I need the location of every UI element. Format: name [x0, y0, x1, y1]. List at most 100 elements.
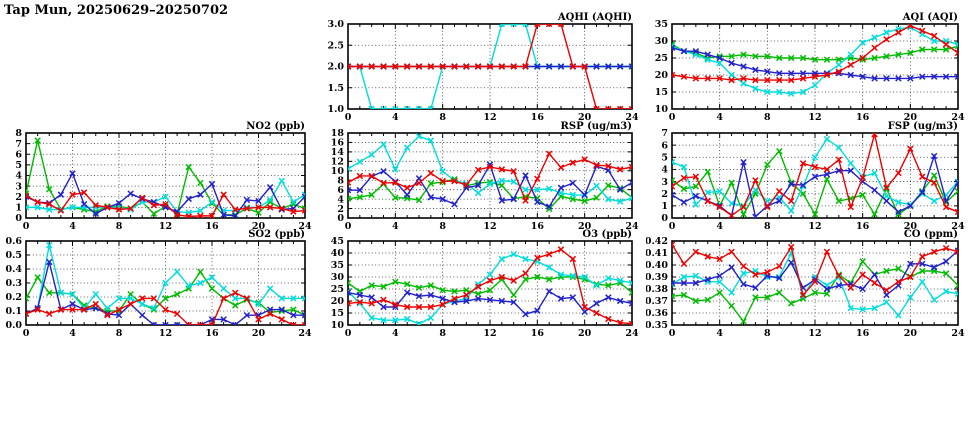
- svg-text:4: 4: [661, 165, 668, 176]
- o3-chart-title: O3 (ppb): [582, 229, 632, 240]
- svg-text:4: 4: [337, 194, 344, 205]
- svg-text:10: 10: [655, 104, 669, 115]
- so2-chart: SO2 (ppb) 0 4 8 12 16 20 24 0.0 0.1 0.2 0.3 0.4 0.5 0…: [0, 228, 322, 339]
- svg-text:12: 12: [483, 328, 496, 339]
- svg-text:25: 25: [655, 53, 668, 64]
- svg-text:20: 20: [252, 221, 266, 232]
- svg-text:16: 16: [205, 221, 219, 232]
- aqhi-chart: AQHI (AQHI) 0 4 8 12 16 20 24 1.0 1.5 2.0 2.5 3.0: [322, 11, 649, 123]
- svg-text:24: 24: [625, 221, 639, 232]
- svg-text:0: 0: [669, 221, 676, 232]
- svg-text:12: 12: [808, 112, 821, 123]
- svg-text:0.35: 0.35: [646, 320, 668, 331]
- aqi-chart: AQI (AQI) 0 4 8 12 16 20 24 10 15 20 25 30 35: [646, 11, 975, 123]
- svg-text:12: 12: [331, 157, 344, 168]
- svg-text:24: 24: [951, 328, 965, 339]
- svg-text:20: 20: [904, 221, 918, 232]
- svg-text:45: 45: [331, 236, 344, 247]
- svg-text:4: 4: [392, 221, 399, 232]
- svg-text:8: 8: [439, 112, 446, 123]
- no2-chart: NO2 (ppb) 0 4 8 12 16 20 24 0 1 2 3 4 5 6 7 8: [0, 120, 322, 232]
- aqi-chart-title: AQI (AQI): [902, 12, 958, 23]
- svg-text:5: 5: [15, 160, 22, 171]
- svg-text:20: 20: [904, 112, 918, 123]
- svg-text:6: 6: [661, 140, 668, 151]
- rsp-chart-title: RSP (ug/m3): [560, 121, 632, 132]
- svg-text:3.0: 3.0: [327, 19, 344, 30]
- svg-text:1.0: 1.0: [327, 104, 344, 115]
- svg-text:8: 8: [764, 328, 771, 339]
- svg-text:8: 8: [15, 128, 22, 139]
- svg-text:16: 16: [531, 221, 545, 232]
- svg-text:0.0: 0.0: [5, 320, 22, 331]
- rsp-chart: RSP (ug/m3) 0 4 8 12 16 20 24 0 2 4 6 8 10 12 14 16 18: [322, 120, 649, 232]
- svg-text:8: 8: [116, 328, 123, 339]
- svg-text:0: 0: [15, 213, 22, 224]
- svg-text:8: 8: [116, 221, 123, 232]
- svg-text:20: 20: [578, 112, 592, 123]
- svg-text:2: 2: [15, 192, 22, 203]
- svg-text:24: 24: [298, 328, 312, 339]
- svg-text:0.42: 0.42: [646, 236, 668, 247]
- svg-text:8: 8: [764, 112, 771, 123]
- svg-text:0.38: 0.38: [646, 284, 668, 295]
- svg-text:6: 6: [337, 185, 344, 196]
- svg-text:4: 4: [69, 221, 76, 232]
- svg-text:2: 2: [337, 204, 344, 215]
- svg-text:8: 8: [764, 221, 771, 232]
- svg-text:15: 15: [655, 87, 668, 98]
- svg-text:0: 0: [345, 112, 352, 123]
- svg-text:8: 8: [439, 328, 446, 339]
- svg-text:24: 24: [625, 328, 639, 339]
- svg-text:25: 25: [331, 284, 344, 295]
- svg-text:16: 16: [531, 328, 545, 339]
- svg-text:2.0: 2.0: [327, 62, 344, 73]
- svg-text:0.3: 0.3: [5, 278, 22, 289]
- svg-text:16: 16: [331, 138, 345, 149]
- svg-text:0.1: 0.1: [5, 306, 22, 317]
- co-chart-title: CO (ppm): [903, 229, 958, 240]
- svg-text:12: 12: [483, 221, 496, 232]
- svg-text:40: 40: [331, 248, 345, 259]
- fsp-chart-title: FSP (ug/m3): [887, 121, 958, 132]
- svg-text:30: 30: [655, 36, 669, 47]
- svg-text:16: 16: [856, 328, 870, 339]
- svg-text:4: 4: [392, 328, 399, 339]
- svg-text:24: 24: [951, 221, 965, 232]
- svg-text:7: 7: [661, 128, 668, 139]
- svg-text:4: 4: [69, 328, 76, 339]
- svg-text:0.39: 0.39: [646, 272, 668, 283]
- svg-text:12: 12: [159, 328, 172, 339]
- fsp-chart: FSP (ug/m3) 0 4 8 12 16 20 24 0 1 2 3 4 5 6 7: [646, 120, 975, 232]
- svg-text:1: 1: [661, 201, 668, 212]
- svg-text:4: 4: [392, 112, 399, 123]
- svg-text:24: 24: [298, 221, 312, 232]
- svg-text:0.37: 0.37: [646, 296, 668, 307]
- svg-text:18: 18: [331, 128, 345, 139]
- svg-text:4: 4: [716, 328, 723, 339]
- svg-text:8: 8: [337, 175, 344, 186]
- svg-text:20: 20: [578, 221, 592, 232]
- so2-chart-title: SO2 (ppb): [248, 229, 305, 240]
- o3-chart: O3 (ppb) 0 4 8 12 16 20 24 10 15 20 25 30 35 40 45: [322, 228, 649, 339]
- svg-text:0: 0: [345, 221, 352, 232]
- svg-text:0.5: 0.5: [5, 250, 22, 261]
- svg-text:16: 16: [531, 112, 545, 123]
- svg-text:20: 20: [655, 70, 669, 81]
- svg-text:0: 0: [669, 328, 676, 339]
- svg-text:0: 0: [337, 213, 344, 224]
- svg-text:0: 0: [345, 328, 352, 339]
- svg-text:24: 24: [625, 112, 639, 123]
- svg-text:30: 30: [331, 272, 345, 283]
- svg-text:20: 20: [904, 328, 918, 339]
- svg-text:24: 24: [951, 112, 965, 123]
- svg-text:7: 7: [15, 139, 22, 150]
- svg-text:0.41: 0.41: [646, 248, 668, 259]
- svg-text:12: 12: [808, 328, 821, 339]
- svg-text:35: 35: [331, 260, 344, 271]
- svg-text:10: 10: [331, 166, 345, 177]
- svg-text:5: 5: [661, 152, 668, 163]
- svg-text:0: 0: [23, 328, 30, 339]
- svg-text:12: 12: [159, 221, 172, 232]
